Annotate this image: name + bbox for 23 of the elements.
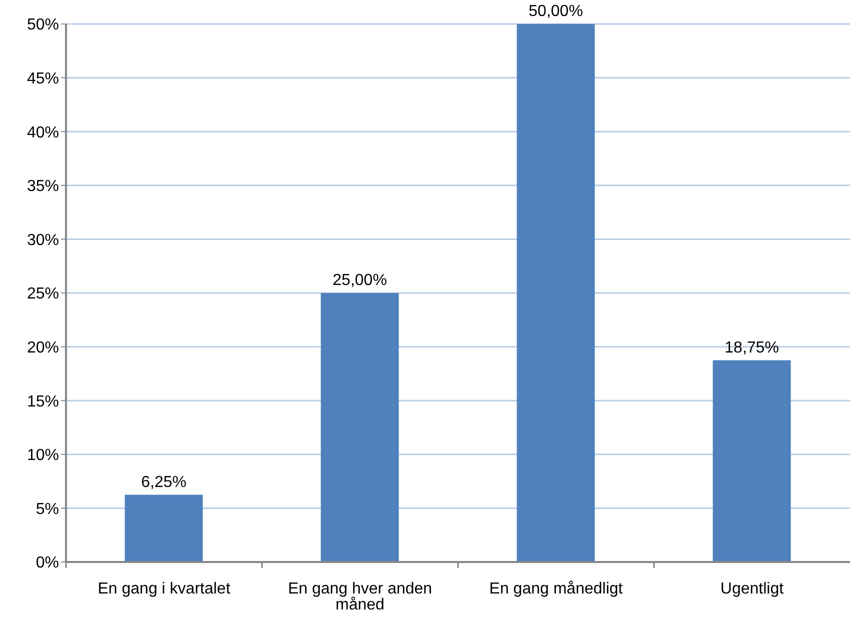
bar	[712, 360, 791, 562]
x-tick-label: En gang hver anden måned	[288, 580, 432, 614]
y-tick-label: 5%	[36, 500, 59, 518]
y-tick-label: 30%	[26, 232, 59, 249]
data-label: 50,00%	[528, 3, 583, 20]
x-tick-label: En gang i kvartalet	[98, 580, 231, 598]
x-tick-label: En gang månedligt	[489, 580, 624, 598]
data-label: 25,00%	[332, 272, 387, 289]
y-tick-label: 45%	[26, 70, 59, 88]
bar	[124, 494, 203, 562]
y-tick-label: 0%	[36, 554, 59, 572]
x-tick-label: Ugentligt	[720, 580, 784, 598]
bar	[516, 24, 595, 562]
y-tick-label: 15%	[26, 393, 59, 410]
data-label: 18,75%	[724, 339, 779, 356]
y-tick-label: 35%	[26, 178, 59, 196]
y-tick-label: 10%	[26, 447, 59, 464]
y-tick-label: 20%	[26, 339, 59, 356]
data-label: 6,25%	[141, 474, 186, 491]
bar	[320, 293, 399, 562]
y-tick-label: 25%	[26, 286, 59, 303]
y-tick-label: 50%	[26, 16, 59, 34]
y-tick-label: 40%	[26, 124, 59, 142]
